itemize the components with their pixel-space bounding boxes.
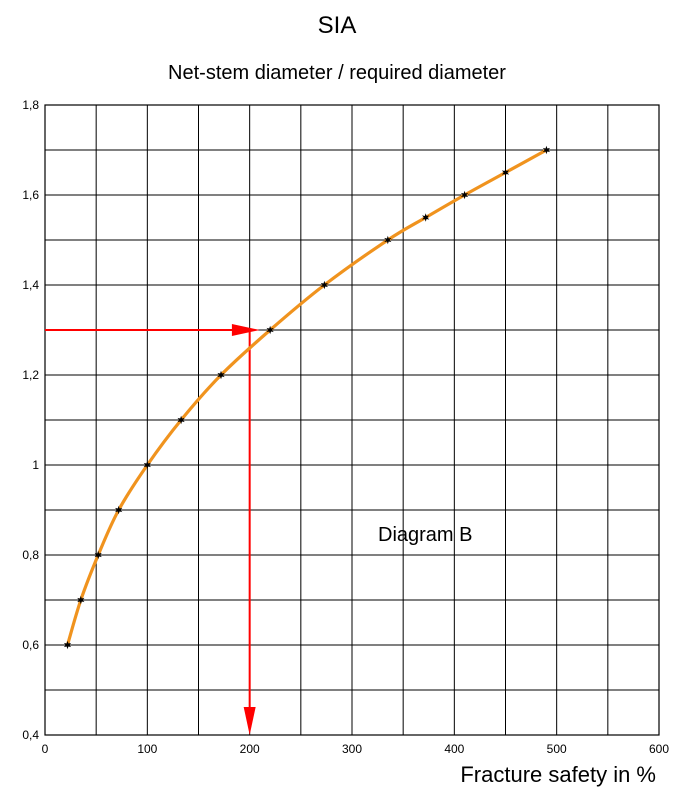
annotation-arrows <box>45 324 260 735</box>
x-tick-label: 200 <box>240 742 260 756</box>
data-point-marker <box>143 460 151 470</box>
plot-frame <box>44 104 660 736</box>
x-tick-label: 600 <box>649 742 669 756</box>
grid-lines <box>45 105 659 735</box>
x-tick-labels: 0 100 200 300 400 500 600 <box>42 742 670 756</box>
data-point-marker <box>460 190 469 200</box>
chart-subtitle: Net-stem diameter / required diameter <box>168 62 506 84</box>
plot-border <box>44 104 660 736</box>
y-tick-label: 0,4 <box>22 728 39 742</box>
y-tick-label: 1,8 <box>22 98 39 112</box>
data-point-marker <box>266 325 274 335</box>
x-tick-label: 0 <box>42 742 49 756</box>
arrow-head-down <box>243 707 256 735</box>
y-tick-label: 1,4 <box>22 278 39 292</box>
y-tick-label: 0,6 <box>22 638 39 652</box>
data-point-marker <box>501 168 510 177</box>
y-tick-label: 1,6 <box>22 188 39 202</box>
y-tick-label: 1,2 <box>22 368 39 382</box>
series-line <box>65 148 549 647</box>
x-tick-label: 300 <box>342 742 362 756</box>
series-curve <box>65 148 549 647</box>
y-tick-label: 0,8 <box>22 548 39 562</box>
diagram-label: Diagram B <box>378 524 473 546</box>
data-point-marker <box>177 415 185 425</box>
x-tick-label: 400 <box>444 742 464 756</box>
data-point-marker <box>320 280 329 290</box>
arrow-head-right <box>231 324 260 336</box>
y-tick-labels: 0,4 0,6 0,8 1 1,2 1,4 1,6 1,8 <box>22 98 39 742</box>
data-point-marker <box>63 640 72 650</box>
data-point-marker <box>77 595 85 605</box>
data-point-marker <box>94 550 102 560</box>
data-point-marker <box>542 145 551 155</box>
y-tick-label: 1 <box>32 458 39 472</box>
data-point-marker <box>217 370 225 380</box>
series-markers <box>63 145 551 650</box>
x-tick-label: 500 <box>547 742 567 756</box>
data-point-marker <box>384 235 392 245</box>
data-point-marker <box>115 505 123 515</box>
x-tick-label: 100 <box>137 742 157 756</box>
data-point-marker <box>422 213 430 222</box>
chart-title: SIA <box>317 12 357 39</box>
x-axis-label: Fracture safety in % <box>460 762 656 787</box>
